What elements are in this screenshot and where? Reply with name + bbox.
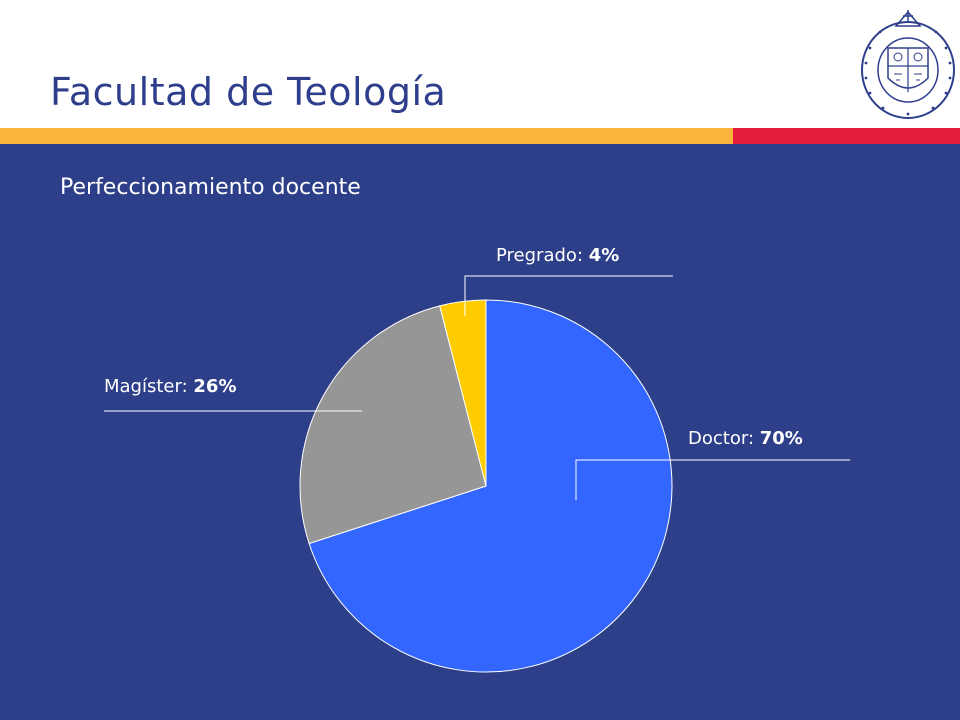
leader-line-doctor xyxy=(575,459,850,500)
page-title: Facultad de Teología xyxy=(50,70,447,114)
pie-slice-doctor xyxy=(308,299,673,673)
header: Facultad de Teología xyxy=(0,0,960,128)
university-logo-icon xyxy=(861,10,955,119)
yellow-stripe xyxy=(0,128,733,144)
leader-line-pregrado xyxy=(464,275,673,316)
red-stripe xyxy=(733,128,960,144)
pie-slice-magister xyxy=(299,305,487,545)
chart-title: Perfeccionamiento docente xyxy=(60,175,361,200)
label-magister: Magíster: 26% xyxy=(104,376,237,397)
label-doctor: Doctor: 70% xyxy=(688,428,803,449)
label-pregrado: Pregrado: 4% xyxy=(496,245,620,266)
pie-slice-pregrado xyxy=(439,299,487,487)
